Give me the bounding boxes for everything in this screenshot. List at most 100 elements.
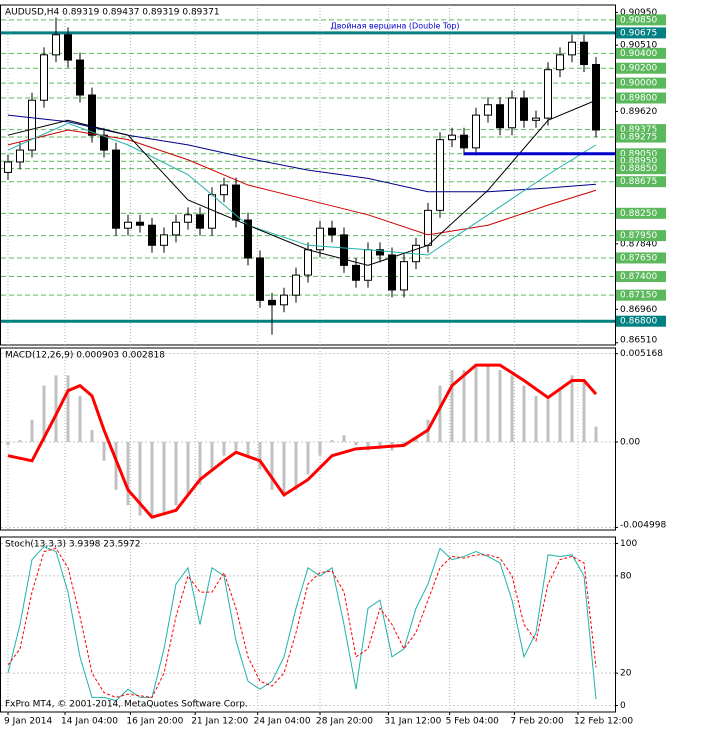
candle-body [400, 261, 408, 291]
candle-body [28, 99, 36, 151]
histogram-bar [414, 438, 418, 442]
series-line [7, 363, 598, 519]
y-tick-label: 0.90510 [620, 41, 657, 51]
histogram-bar [474, 365, 478, 442]
candle-body [388, 254, 396, 291]
level-label: 0.89275 [620, 133, 657, 143]
panel-title: MACD(12,26,9) 0.000903 0.002818 [5, 351, 165, 361]
y-tick-label: 0.005168 [620, 349, 663, 359]
y-tick-label: 80 [620, 571, 632, 581]
x-tick-label: 12 Feb 12:00 [574, 717, 633, 727]
series-line [7, 129, 597, 236]
level-label-box [616, 27, 666, 39]
histogram-bar [378, 441, 382, 449]
level-label: 0.90000 [620, 79, 657, 89]
histogram-bar [306, 441, 310, 475]
level-label: 0.86800 [620, 317, 657, 327]
histogram-bar [150, 441, 154, 518]
candle-body [112, 149, 120, 229]
histogram-bar [78, 395, 82, 442]
series-line [7, 122, 597, 256]
histogram-bar [54, 375, 58, 442]
annotation: Двойная вершина (Double Top) [330, 22, 459, 31]
level-label: 0.88675 [620, 177, 657, 187]
histogram-bar [258, 441, 262, 470]
histogram-bar [66, 375, 70, 442]
series-line [7, 546, 597, 702]
level-label-box [616, 77, 666, 89]
y-tick-label: 0.89620 [620, 107, 657, 117]
candle-body [460, 134, 468, 149]
level-label: 0.88250 [620, 209, 657, 219]
level-label: 0.90675 [620, 28, 657, 38]
histogram-bar [234, 441, 238, 451]
series-line [7, 547, 597, 698]
x-tick-label: 16 Jan 20:00 [126, 717, 183, 727]
histogram-bar [126, 441, 130, 506]
x-tick-label: 14 Jan 04:00 [61, 717, 118, 727]
histogram-bar [246, 441, 250, 456]
level-label-box [616, 315, 666, 327]
candle-body [280, 294, 288, 306]
histogram-bar [138, 441, 142, 516]
histogram-bar [114, 441, 118, 490]
histogram-bar [282, 441, 286, 495]
candle-body [592, 64, 600, 131]
histogram-bar [510, 375, 514, 442]
candle-body [256, 257, 264, 301]
histogram-bar [270, 441, 274, 490]
level-label-box [616, 230, 666, 242]
level-label: 0.88950 [620, 157, 657, 167]
candle-body [484, 104, 492, 116]
level-label: 0.88850 [620, 164, 657, 174]
y-tick-label: 100 [620, 539, 637, 549]
histogram-bar [498, 370, 502, 442]
y-tick-label: 0.90950 [620, 8, 657, 18]
y-tick-label: 20 [620, 669, 632, 679]
histogram-bar [6, 441, 10, 446]
level-label: 0.90400 [620, 49, 657, 59]
candle-body [532, 117, 540, 121]
candle-body [148, 224, 156, 246]
candle-body [436, 139, 444, 211]
histogram-bar [18, 440, 22, 442]
candle-body [124, 221, 132, 229]
histogram-bar [594, 426, 598, 442]
candle-body [16, 149, 24, 163]
level-label-box [616, 289, 666, 301]
histogram-bar [558, 390, 562, 442]
histogram-bar [582, 380, 586, 442]
candle-body [580, 41, 588, 66]
histogram-bar [30, 419, 34, 442]
candle-body [448, 134, 456, 141]
panel-frame [0, 4, 616, 346]
candle-body [268, 299, 276, 306]
y-tick-label: 0.87840 [620, 239, 657, 249]
level-label-box [616, 148, 666, 160]
histogram-bar [486, 365, 490, 442]
histogram-bar [366, 441, 370, 451]
histogram-bar [186, 441, 190, 495]
histogram-bar [354, 441, 358, 446]
level-label-box [616, 252, 666, 264]
candle-body [244, 219, 252, 259]
y-tick-label: -0.004998 [620, 521, 666, 531]
histogram-bar [102, 441, 106, 461]
level-label-box [616, 163, 666, 175]
x-tick-label: 24 Jan 04:00 [254, 717, 311, 727]
histogram-bar [546, 399, 550, 442]
candle-body [520, 97, 528, 121]
y-tick-label: 0.86510 [620, 336, 657, 346]
histogram-bar [294, 441, 298, 490]
histogram-bar [198, 441, 202, 485]
candle-body [172, 221, 180, 236]
histogram-bar [162, 441, 166, 516]
histogram-bar [318, 441, 322, 456]
histogram-bar [42, 385, 46, 442]
candle-body [316, 227, 324, 251]
level-label: 0.87650 [620, 253, 657, 263]
histogram-bar [342, 435, 346, 442]
histogram-bar [522, 385, 526, 442]
level-label: 0.90200 [620, 64, 657, 74]
level-label-box [616, 62, 666, 74]
